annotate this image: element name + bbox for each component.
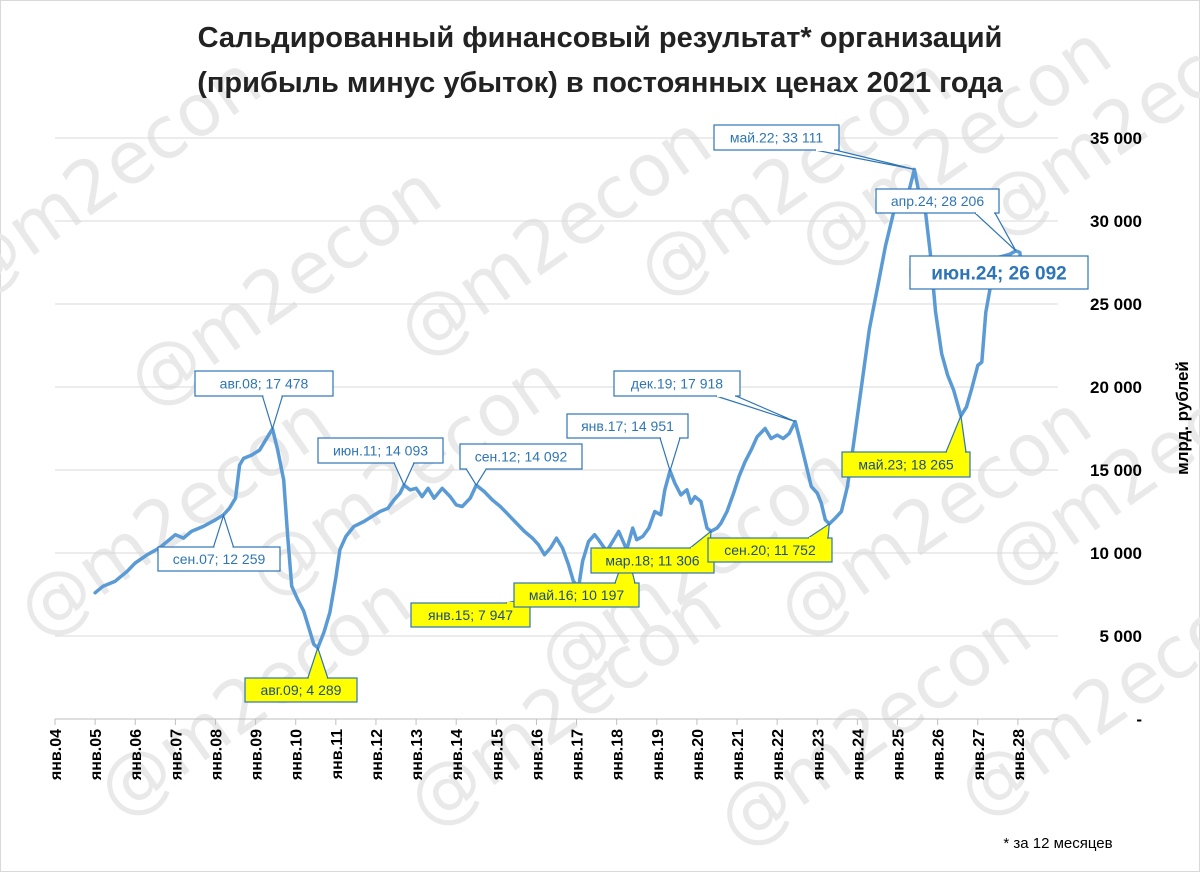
y-tick-label: 35 000 (1090, 129, 1142, 148)
x-tick-label: янв.09 (249, 729, 266, 781)
data-label-text: июн.24; 26 092 (931, 264, 1067, 285)
x-tick-label: янв.22 (770, 729, 787, 781)
y-tick-label: - (1136, 710, 1142, 729)
x-tick-label: янв.11 (329, 729, 346, 780)
x-tick-label: янв.12 (369, 729, 386, 781)
data-label-text: сен.12; 14 092 (475, 449, 568, 465)
data-label: авг.08; 17 478 (194, 370, 334, 431)
x-tick-label: янв.20 (690, 729, 707, 781)
x-tick-label: янв.15 (489, 729, 506, 781)
data-label-text: авг.09; 4 289 (261, 682, 342, 698)
data-label: янв.17; 14 951 (566, 413, 689, 473)
data-label-box (707, 537, 833, 563)
data-label-box (590, 547, 715, 574)
y-tick-label: 5 000 (1099, 627, 1142, 646)
x-tick-label: янв.24 (850, 729, 867, 781)
x-tick-label: янв.19 (650, 729, 667, 781)
data-label: мар.18; 11 306 (590, 530, 715, 574)
data-label-box (713, 124, 840, 151)
data-label: сен.12; 14 092 (459, 443, 583, 487)
data-label: дек.19; 17 918 (613, 370, 796, 423)
data-label-box (244, 677, 358, 703)
x-tick-label: янв.27 (971, 729, 988, 781)
x-tick-label: янв.05 (88, 729, 105, 781)
data-label-box (513, 582, 640, 608)
x-tick-label: янв.25 (891, 729, 908, 781)
y-tick-label: 20 000 (1090, 378, 1142, 397)
series-line (93, 167, 1025, 650)
data-label-box (875, 188, 1000, 214)
data-label: май.23; 18 265 (841, 413, 971, 478)
data-label-text: май.16; 10 197 (529, 587, 625, 603)
data-label: май.22; 33 111 (713, 124, 915, 170)
data-label-text: янв.15; 7 947 (428, 607, 513, 623)
annotations: авг.08; 17 478 сен.07; 12 259 авг.09; 4 28… (157, 124, 1089, 703)
data-label-text: дек.19; 17 918 (631, 376, 723, 392)
data-label-box (317, 437, 444, 464)
data-label: июн.11; 14 093 (317, 437, 444, 487)
x-tick-label: янв.21 (730, 729, 747, 781)
data-label-text: май.22; 33 111 (730, 130, 823, 146)
x-tick-label: янв.04 (48, 729, 65, 781)
data-label-text: сен.20; 11 752 (724, 542, 816, 558)
data-label-box (194, 370, 334, 397)
chart-title-line-2: (прибыль минус убыток) в постоянных цена… (197, 67, 1003, 99)
data-label-box (459, 443, 583, 470)
x-tick-label: янв.06 (128, 729, 145, 781)
x-tick-label: янв.16 (529, 729, 546, 781)
data-label-text: апр.24; 28 206 (891, 193, 984, 209)
y-tick-label: 25 000 (1090, 295, 1142, 314)
data-label-box (410, 602, 531, 628)
x-tick-label: янв.18 (610, 729, 627, 781)
data-label-text: июн.11; 14 093 (333, 443, 428, 459)
y-axis-ticks: - 5 000 10 000 15 000 20 000 25 000 30 000 35 0… (1090, 129, 1142, 729)
data-label-box (841, 451, 971, 478)
data-label-box (909, 255, 1089, 290)
data-label-box (157, 546, 281, 572)
data-label-text: янв.17; 14 951 (581, 418, 674, 434)
x-axis-ticks: янв.04 янв.05 янв.06 янв.07 янв.08 янв.09 янв.… (48, 729, 1028, 781)
y-axis-label: млрд. рублей (1173, 361, 1192, 475)
data-label: авг.09; 4 289 (244, 645, 358, 703)
x-tick-label: янв.26 (931, 729, 948, 781)
x-axis (54, 718, 1058, 725)
data-label-text: авг.08; 17 478 (220, 376, 309, 392)
data-label-text: сен.07; 12 259 (173, 551, 266, 567)
x-tick-label: янв.07 (168, 729, 185, 781)
footnote: * за 12 месяцев (1003, 835, 1112, 852)
data-label: июн.24; 26 092 (909, 255, 1089, 290)
series-layer (93, 167, 1025, 650)
data-label-text: мар.18; 11 306 (605, 553, 699, 569)
x-tick-label: янв.13 (409, 729, 426, 781)
x-tick-label: янв.14 (449, 729, 466, 781)
y-tick-label: 15 000 (1090, 461, 1142, 480)
chart-title-line-1: Сальдированный финансовый результат* орг… (198, 22, 1003, 54)
data-label-box (566, 413, 689, 439)
data-label-box (613, 370, 741, 397)
x-tick-label: янв.23 (810, 729, 827, 781)
data-label: сен.07; 12 259 (157, 513, 281, 572)
data-label: апр.24; 28 206 (875, 188, 1017, 252)
x-tick-label: янв.10 (289, 729, 306, 781)
y-tick-label: 30 000 (1090, 212, 1142, 231)
x-tick-label: янв.08 (208, 729, 225, 781)
x-tick-label: янв.28 (1011, 729, 1028, 781)
data-label: сен.20; 11 752 (707, 522, 833, 563)
y-tick-label: 10 000 (1090, 544, 1142, 563)
x-tick-label: янв.17 (570, 729, 587, 781)
data-label-text: май.23; 18 265 (858, 457, 954, 473)
